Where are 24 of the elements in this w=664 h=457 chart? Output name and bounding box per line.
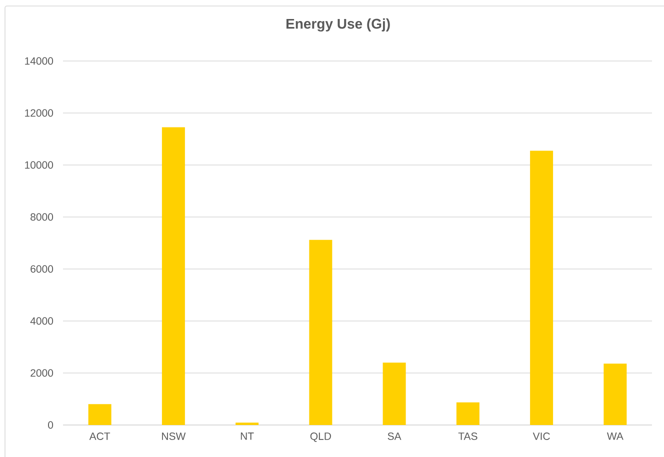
x-tick-label: TAS	[458, 432, 478, 440]
y-tick-label: 8000	[30, 213, 54, 221]
x-tick-label: NT	[240, 432, 254, 440]
bar	[604, 364, 627, 425]
y-tick-label: 10000	[25, 161, 54, 169]
bar	[309, 240, 332, 425]
y-tick-label: 0	[48, 421, 54, 429]
bar	[456, 402, 480, 425]
chart-title: Energy Use (Gj)	[286, 18, 390, 32]
y-tick-label: 4000	[30, 317, 54, 325]
bar	[88, 404, 112, 425]
bar	[530, 150, 554, 425]
bar	[162, 127, 185, 425]
y-tick-label: 6000	[30, 265, 54, 273]
y-tick-label: 2000	[30, 369, 54, 377]
x-tick-label: VIC	[532, 432, 550, 440]
x-tick-label: QLD	[310, 432, 331, 442]
x-tick-label: WA	[606, 432, 624, 440]
y-tick-label: 12000	[25, 109, 54, 117]
x-tick-label: SA	[388, 432, 402, 440]
y-tick-label: 14000	[25, 57, 54, 65]
x-tick-label: NSW	[162, 432, 186, 440]
x-tick-label: ACT	[89, 432, 110, 440]
bar	[382, 362, 406, 425]
